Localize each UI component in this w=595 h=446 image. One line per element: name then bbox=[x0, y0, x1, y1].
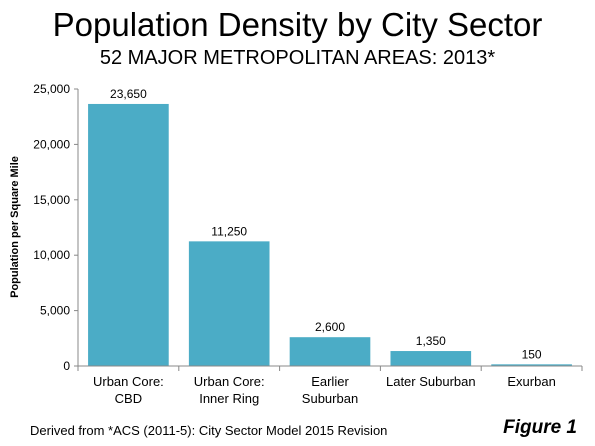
y-tick-label: 10,000 bbox=[33, 248, 70, 262]
x-category-label: Later Suburban bbox=[386, 374, 476, 389]
y-tick-label: 0 bbox=[63, 359, 70, 373]
bar bbox=[88, 103, 169, 366]
y-tick-label: 5,000 bbox=[40, 304, 70, 318]
bar-value-label: 11,250 bbox=[211, 224, 247, 238]
bar-value-label: 150 bbox=[522, 347, 542, 361]
y-tick-label: 20,000 bbox=[33, 137, 70, 151]
y-axis: 0 5,000 10,000 15,000 20,000 25,000 bbox=[33, 82, 79, 373]
x-category-label: Urban Core: CBD bbox=[93, 374, 164, 406]
bar-value-label: 23,650 bbox=[110, 87, 147, 101]
source-note: Derived from *ACS (2011-5): City Sector … bbox=[30, 423, 388, 438]
chart-title: Population Density by City Sector bbox=[52, 6, 543, 43]
y-tick-label: 25,000 bbox=[33, 82, 70, 96]
figure-label: Figure 1 bbox=[503, 417, 577, 438]
x-axis: Urban Core: CBD Urban Core: Inner Ring Earli… bbox=[77, 365, 583, 406]
x-category-label: Earlier Suburban bbox=[302, 374, 358, 406]
bar-value-label: 2,600 bbox=[315, 320, 345, 334]
bar bbox=[491, 364, 572, 366]
bar-value-label: 1,350 bbox=[416, 334, 446, 348]
x-category-label: Urban Core: Inner Ring bbox=[194, 374, 265, 406]
bar bbox=[390, 351, 472, 366]
y-tick-label: 15,000 bbox=[33, 193, 70, 207]
bar bbox=[289, 337, 371, 366]
bar bbox=[188, 241, 270, 366]
y-axis-label: Population per Square Mile bbox=[9, 156, 21, 298]
bars: 23,650 11,250 2,600 1,350 150 bbox=[88, 87, 572, 366]
chart-subtitle: 52 MAJOR METROPOLITAN AREAS: 2013* bbox=[99, 47, 496, 69]
x-category-label: Exurban bbox=[507, 374, 555, 389]
